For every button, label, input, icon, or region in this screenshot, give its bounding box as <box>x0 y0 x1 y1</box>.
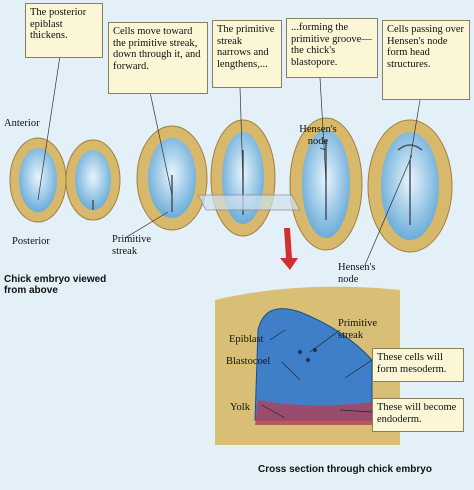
leader-lines <box>37 55 421 266</box>
label: Hensen's node <box>338 262 376 285</box>
label: Primitive streak <box>338 318 378 341</box>
label: Epiblast <box>229 334 264 345</box>
caption: Chick embryo viewed from above <box>4 274 107 296</box>
embryos <box>9 117 453 253</box>
label: Primitive streak <box>112 234 152 257</box>
callout: The posterior epiblast thickens. <box>25 3 103 58</box>
label: Posterior <box>12 236 50 247</box>
label: Yolk <box>230 402 250 413</box>
callout: Cells move toward the primitive streak, … <box>108 22 208 94</box>
callout: Cells passing over Hensen's node form he… <box>382 20 470 100</box>
caption: Cross section through chick embryo <box>258 464 432 475</box>
callout: ...forming the primitive groove—the chic… <box>286 18 378 78</box>
callout: These will become endoderm. <box>372 398 464 432</box>
label: Anterior <box>4 118 40 129</box>
cross-section <box>215 286 400 445</box>
callout: The primitive streak narrows and lengthe… <box>212 20 282 88</box>
arrow <box>280 228 298 270</box>
label: Hensen's node <box>299 124 337 147</box>
callout: These cells will form mesoderm. <box>372 348 464 382</box>
label: Blastocoel <box>226 356 271 367</box>
section-plane <box>197 194 301 211</box>
